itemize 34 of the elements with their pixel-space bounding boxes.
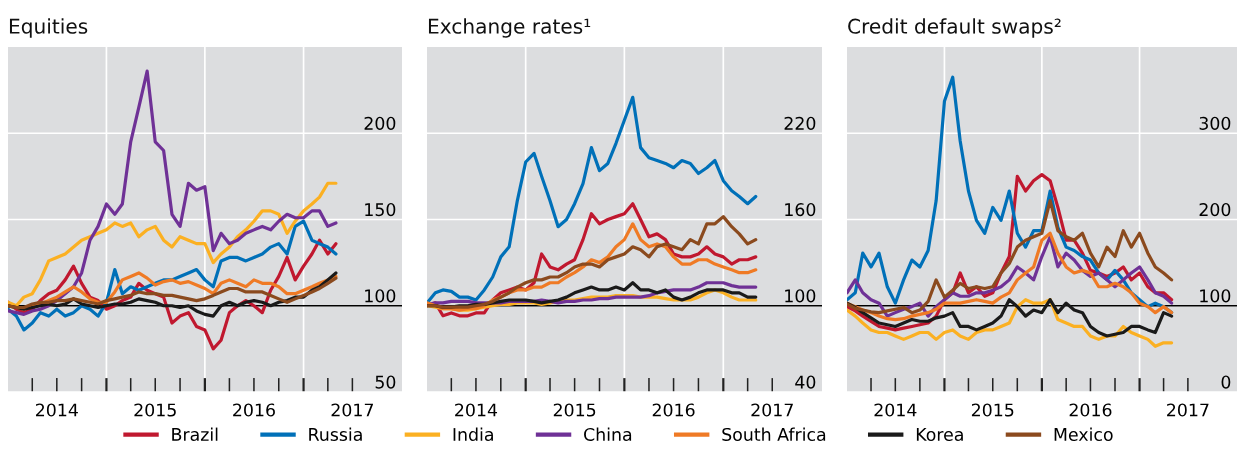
legend-label: Mexico [1054,427,1113,442]
y-tick-label: 300 [1199,116,1231,130]
x-tick-label: 2015 [553,403,596,417]
y-tick-label: 200 [364,116,396,130]
x-tick-label: 2016 [652,403,695,417]
y-tick-label: 40 [795,375,816,389]
y-tick-label: 100 [365,289,396,303]
y-tick-label: 100 [1200,289,1231,303]
chart-title: Credit default swaps² [848,18,1061,38]
x-tick-label: 2017 [1167,403,1209,417]
chart-title: Equities [9,18,88,38]
legend-label: China [584,427,632,442]
x-tick-label: 2015 [971,403,1014,417]
y-tick-label: 100 [785,289,816,303]
legend-label: Russia [309,427,362,442]
y-tick-label: 150 [365,203,396,217]
y-tick-label: 200 [1199,203,1231,217]
x-tick-label: 2014 [455,403,498,417]
chart-title: Exchange rates¹ [428,18,591,38]
y-tick-label: 50 [375,375,396,389]
x-tick-label: 2016 [1069,403,1112,417]
legend-label: Brazil [172,427,218,442]
legend-label: Korea [916,428,963,442]
y-tick-label: 160 [785,203,816,217]
x-tick-label: 2014 [35,403,78,417]
x-tick-label: 2016 [233,403,275,417]
x-tick-label: 2017 [331,403,373,417]
legend-label: South Africa [722,427,826,442]
x-tick-label: 2017 [751,403,793,417]
x-tick-label: 2015 [134,403,176,417]
y-tick-label: 0 [1221,375,1231,389]
x-tick-label: 2014 [874,403,917,417]
y-tick-label: 220 [784,116,816,130]
legend-label: India [453,427,493,442]
